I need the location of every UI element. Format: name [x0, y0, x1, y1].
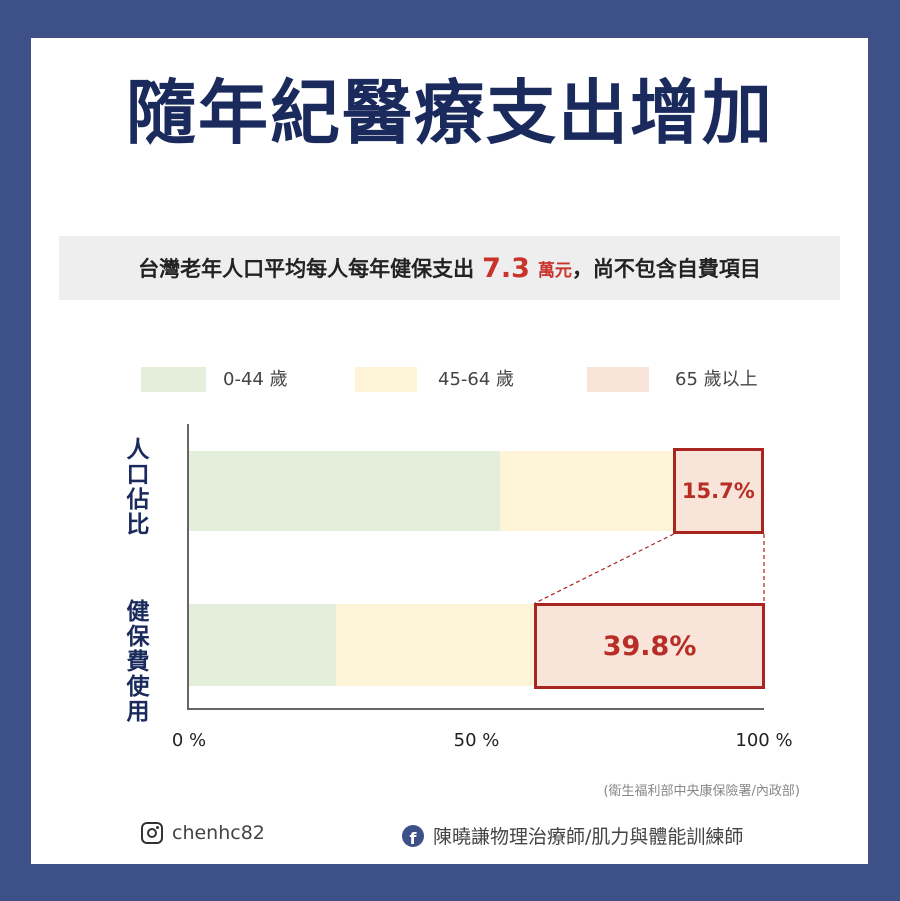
legend-swatch-45-64 [355, 367, 417, 392]
bar-1-series-0 [189, 604, 337, 686]
x-tick-label-50: 50 % [453, 730, 500, 751]
y-axis [187, 424, 189, 710]
bar-0-series-0 [189, 451, 500, 531]
footer-facebook[interactable]: f 陳曉謙物理治療師/肌力與體能訓練師 [402, 822, 743, 849]
legend-swatch-65-plus [587, 367, 649, 392]
subtitle-prefix: 台灣老年人口平均每人每年健保支出 [138, 257, 475, 281]
footer-instagram[interactable]: chenhc82 [141, 822, 265, 844]
instagram-handle: chenhc82 [172, 822, 265, 844]
legend-label-0-44: 0-44 歲 [223, 369, 288, 390]
legend-swatch-0-44 [141, 367, 206, 392]
x-tick-label-100: 100 % [735, 730, 793, 751]
subtitle-suffix: ，尚不包含自費項目 [571, 257, 761, 281]
page-title: 隨年紀醫療支出增加 [126, 72, 774, 154]
highlight-box-population-65-plus: 15.7% [672, 448, 764, 534]
data-label-insurance-65-plus: 39.8% [602, 630, 697, 662]
category-label-population: 人口佔比 [126, 437, 150, 538]
source-note: (衛生福利部中央康保險署/內政部) [603, 784, 800, 799]
subtitle-unit: 萬元 [537, 260, 572, 281]
highlight-box-insurance-65-plus: 39.8% [534, 603, 765, 689]
data-label-population-65-plus: 15.7% [681, 479, 755, 503]
legend-label-45-64: 45-64 歲 [438, 369, 515, 390]
x-tick-label-0: 0 % [171, 730, 207, 751]
category-label-insurance-use: 健保費使用 [126, 599, 150, 725]
subtitle-value: 7.3 [482, 252, 530, 284]
bar-1-series-1 [336, 604, 536, 686]
legend-label-65-plus: 65 歲以上 [675, 369, 758, 390]
facebook-page: 陳曉謙物理治療師/肌力與體能訓練師 [433, 826, 744, 848]
facebook-icon: f [402, 824, 424, 847]
instagram-icon [141, 822, 163, 844]
bar-0-series-1 [499, 451, 674, 531]
subtitle-banner: 台灣老年人口平均每人每年健保支出 7.3 萬元 ，尚不包含自費項目 [59, 236, 840, 300]
x-axis [187, 708, 764, 710]
